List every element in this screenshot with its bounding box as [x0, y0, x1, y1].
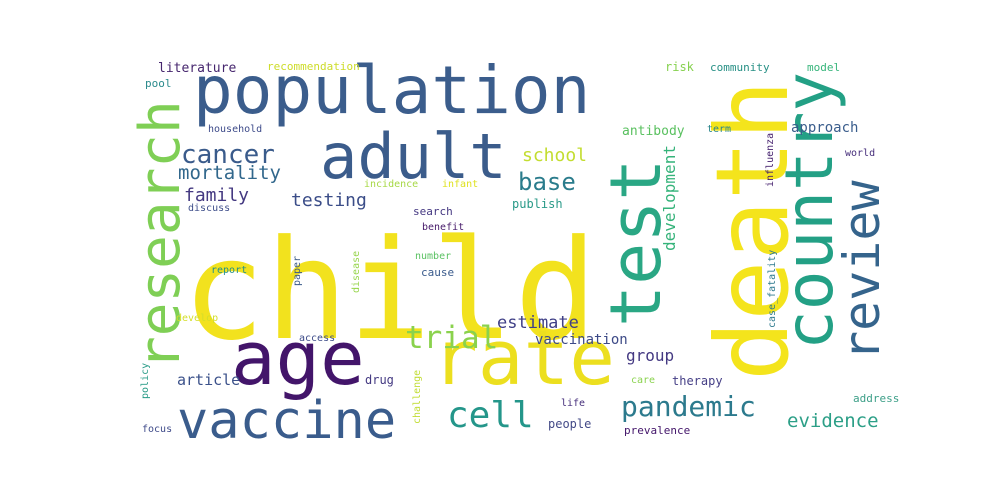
- word-publish: publish: [512, 197, 563, 211]
- word-base: base: [518, 168, 576, 196]
- word-world: world: [845, 148, 876, 159]
- word-family: family: [184, 185, 250, 206]
- word-challenge: challenge: [412, 370, 423, 425]
- word-recommendation: recommendation: [267, 60, 360, 73]
- word-life: life: [561, 398, 586, 409]
- word-cause: cause: [421, 266, 455, 279]
- word-literature: literature: [158, 61, 237, 76]
- word-case-fatality: case_fatality: [767, 250, 778, 329]
- word-drug: drug: [365, 373, 394, 387]
- word-child: child: [182, 210, 598, 371]
- word-disease: disease: [351, 251, 362, 294]
- word-risk: risk: [665, 60, 694, 74]
- word-paper: paper: [292, 256, 303, 287]
- word-care: care: [631, 375, 656, 386]
- word-therapy: therapy: [672, 374, 723, 388]
- word-article: article: [177, 371, 241, 389]
- word-pool: pool: [145, 77, 172, 90]
- word-cloud: child population death adult test countr…: [125, 50, 899, 451]
- word-prevalence: prevalence: [624, 424, 691, 437]
- word-development: development: [660, 145, 679, 251]
- word-term: term: [707, 124, 732, 135]
- word-incidence: incidence: [364, 179, 419, 190]
- word-search: search: [413, 205, 453, 218]
- word-testing: testing: [291, 190, 367, 211]
- word-benefit: benefit: [422, 222, 465, 233]
- word-rate: rate: [432, 313, 616, 402]
- word-cancer: cancer: [181, 140, 275, 170]
- word-focus: focus: [142, 424, 173, 435]
- word-approach: approach: [791, 120, 859, 136]
- word-influenza: influenza: [765, 133, 776, 188]
- word-review: review: [833, 180, 891, 361]
- word-discuss: discuss: [188, 203, 231, 214]
- word-adult: adult: [320, 120, 507, 193]
- word-model: model: [807, 61, 841, 74]
- word-age: age: [231, 316, 365, 402]
- word-cell: cell: [447, 395, 534, 436]
- word-evidence: evidence: [787, 410, 879, 432]
- word-develop: develop: [176, 313, 219, 324]
- word-group: group: [626, 346, 675, 365]
- word-school: school: [522, 145, 588, 166]
- word-access: access: [299, 333, 336, 344]
- word-vaccine: vaccine: [177, 391, 397, 451]
- word-population: population: [193, 52, 591, 129]
- word-infant: infant: [442, 179, 479, 190]
- word-estimate: estimate: [497, 313, 579, 333]
- word-pandemic: pandemic: [621, 390, 756, 423]
- word-number: number: [415, 251, 452, 262]
- word-household: household: [208, 124, 263, 135]
- word-policy: policy: [140, 363, 151, 400]
- word-address: address: [853, 392, 900, 405]
- word-people: people: [548, 417, 592, 431]
- word-vaccination: vaccination: [535, 332, 628, 348]
- word-trial: trial: [405, 320, 499, 356]
- word-mortality: mortality: [178, 162, 281, 184]
- word-antibody: antibody: [622, 124, 685, 139]
- word-report: report: [211, 265, 248, 276]
- word-community: community: [710, 61, 770, 74]
